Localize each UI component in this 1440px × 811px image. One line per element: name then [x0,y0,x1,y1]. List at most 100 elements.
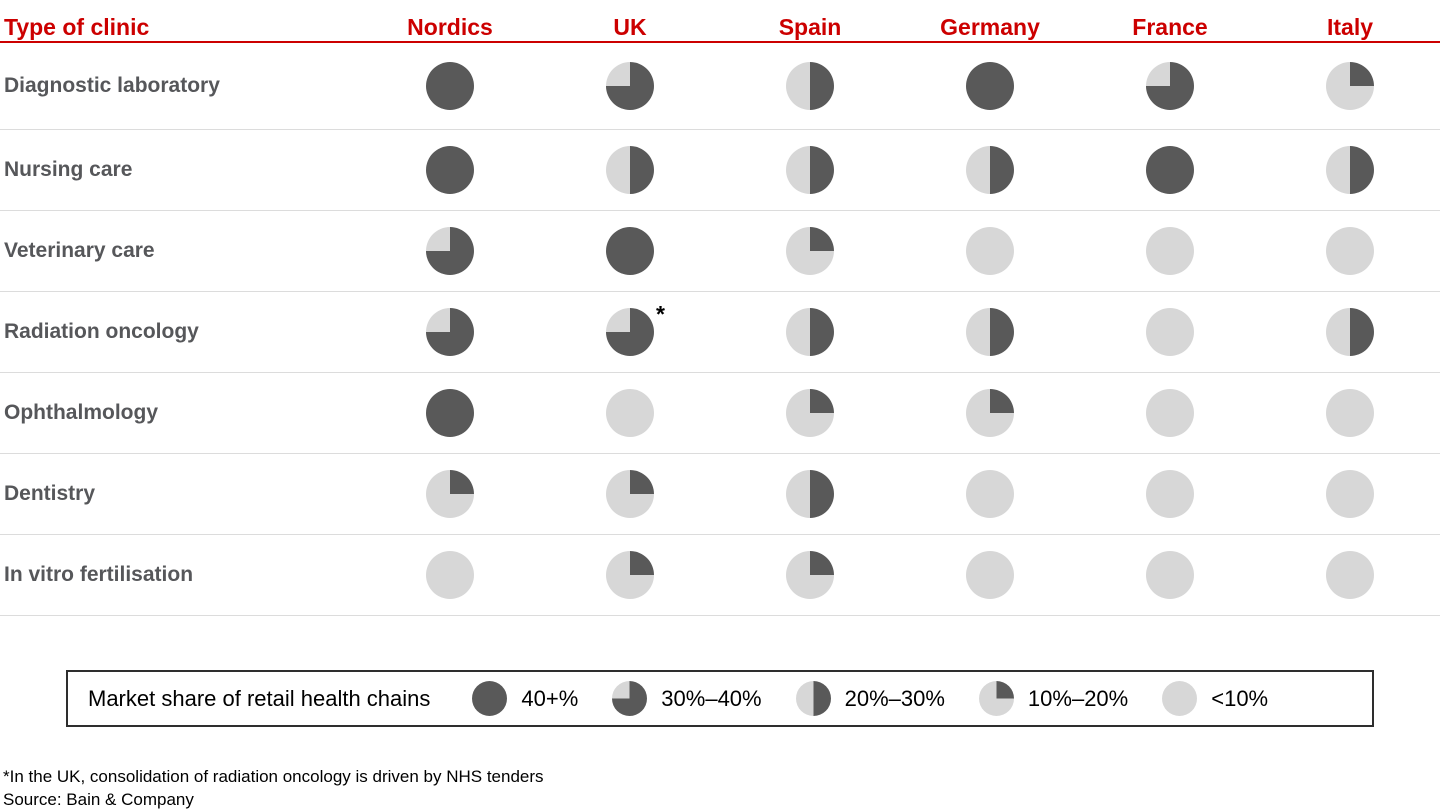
table-cell [1080,211,1260,291]
table-cell [360,130,540,210]
footnote-text: *In the UK, consolidation of radiation o… [3,767,544,786]
header-rule [0,41,1440,43]
table-cell [900,211,1080,291]
harvey-ball [1146,308,1194,356]
harvey-ball [606,146,654,194]
harvey-ball [606,62,654,110]
harvey-ball [426,470,474,518]
table-cell [900,454,1080,534]
harvey-ball [786,146,834,194]
table-cell [360,535,540,615]
table-cell [360,43,540,129]
harvey-ball [1326,551,1374,599]
table-cell [720,130,900,210]
harvey-ball [966,62,1014,110]
table-cell [720,454,900,534]
table-cell [1260,373,1440,453]
table-cell [720,43,900,129]
table-cell [900,292,1080,372]
row-label: Veterinary care [4,239,155,262]
table-cell [1080,373,1260,453]
harvey-ball [1146,146,1194,194]
table-cell [540,211,720,291]
harvey-ball [966,308,1014,356]
table-cell [1260,211,1440,291]
harvey-ball [1326,470,1374,518]
harvey-ball [966,389,1014,437]
table-cell [720,211,900,291]
harvey-ball [1326,227,1374,275]
legend-entry-label: 30%–40% [661,685,762,711]
table-cell [900,43,1080,129]
legend-entry: <10% [1162,681,1268,716]
table-row: Veterinary care [0,211,1440,292]
legend-entry: 20%–30% [795,681,945,716]
footnotes: *In the UK, consolidation of radiation o… [3,765,1440,811]
legend: Market share of retail health chains 40+… [66,670,1374,727]
harvey-ball [786,470,834,518]
legend-harvey-ball [612,681,648,716]
table-cell [360,211,540,291]
table-cell [720,373,900,453]
row-label: In vitro fertilisation [4,563,194,586]
table-row: Ophthalmology [0,373,1440,454]
table-cell [1080,535,1260,615]
row-label: Diagnostic laboratory [4,74,220,97]
harvey-ball [966,227,1014,275]
table-cell: * [540,292,720,372]
source-text: Source: Bain & Company [3,790,194,809]
harvey-ball [786,551,834,599]
harvey-ball [426,389,474,437]
harvey-ball [966,551,1014,599]
harvey-ball [426,62,474,110]
table-cell [1260,130,1440,210]
row-label: Nursing care [4,158,133,181]
harvey-ball [1146,470,1194,518]
harvey-ball [1146,389,1194,437]
table-row: Dentistry [0,454,1440,535]
harvey-ball [1326,146,1374,194]
harvey-ball [966,470,1014,518]
harvey-ball [786,308,834,356]
table-cell [1260,43,1440,129]
harvey-ball [786,389,834,437]
table-cell [1080,130,1260,210]
harvey-ball [1146,551,1194,599]
row-label: Dentistry [4,482,96,505]
legend-entry-label: 40+% [521,685,579,711]
table-cell [540,373,720,453]
table-cell [1260,454,1440,534]
harvey-ball [786,227,834,275]
harvey-ball [426,146,474,194]
legend-harvey-ball [1162,681,1198,716]
table-cell [540,535,720,615]
table-cell [1260,292,1440,372]
harvey-ball [1146,227,1194,275]
table-cell [900,130,1080,210]
table-cell [540,454,720,534]
table-cell [540,130,720,210]
column-header: Spain [778,14,842,40]
harvey-ball [1146,62,1194,110]
column-header: Italy [1326,14,1374,40]
table-row: In vitro fertilisation [0,535,1440,616]
column-header: Germany [940,14,1040,40]
column-header: Nordics [407,14,493,40]
legend-entry-label: 20%–30% [844,685,945,711]
table-cell [1080,292,1260,372]
table-cell [540,43,720,129]
legend-entries: 40+% 30%–40% 20%–30% 10%–20% <10% [430,681,1268,716]
table-cell [360,454,540,534]
harvey-ball [606,308,654,356]
row-label: Radiation oncology [4,320,199,343]
column-header: UK [613,14,647,40]
matrix-body: Diagnostic laboratory Nursing care Veterin… [0,43,1440,616]
footnote-marker: * [656,301,665,327]
harvey-ball [426,227,474,275]
legend-entry: 30%–40% [612,681,762,716]
column-header: France [1132,14,1208,40]
table-cell [900,373,1080,453]
harvey-ball [606,551,654,599]
harvey-ball [426,308,474,356]
